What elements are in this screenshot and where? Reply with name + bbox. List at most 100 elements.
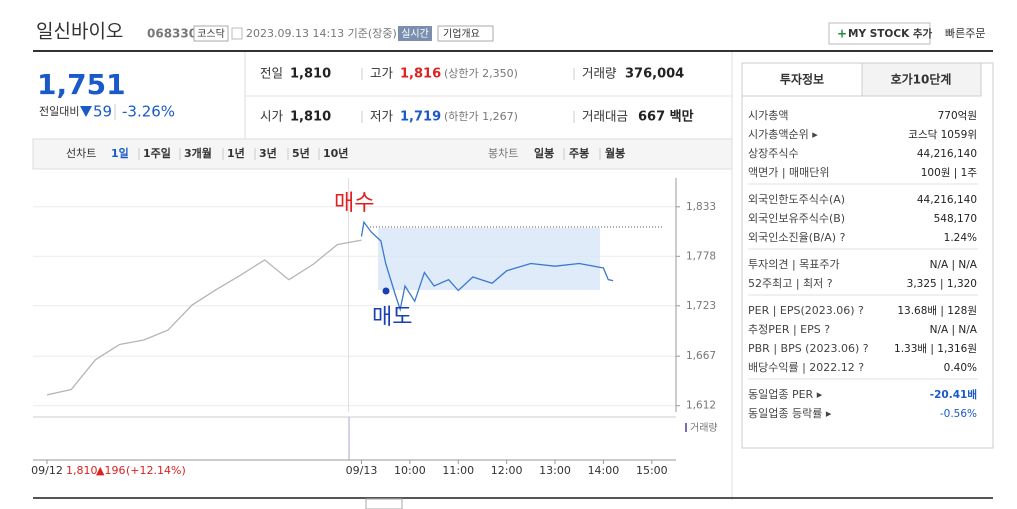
- info-panel: [741, 62, 994, 449]
- info-value: 13.68배 | 128원: [897, 305, 977, 317]
- chart: 1,833 1,778 1,723 1,667 1,612 09/12 09/13 10:00…: [31, 178, 716, 477]
- candle-tab[interactable]: 일봉: [534, 146, 554, 160]
- info-label: 추정PER | EPS ?: [748, 323, 830, 336]
- summary-label: 거래대금: [582, 109, 628, 124]
- my-stock[interactable]: MY STOCK 추가: [848, 27, 933, 40]
- info-label: 시가총액: [748, 109, 788, 122]
- collapse-button[interactable]: [365, 498, 403, 509]
- calendar-icon: [231, 27, 243, 40]
- highlight: [378, 228, 600, 290]
- annotation-sell: 매도: [372, 305, 412, 330]
- info-label: PER | EPS(2023.06) ?: [748, 304, 864, 317]
- info-value: 548,170: [934, 213, 977, 225]
- period-tab[interactable]: 1주일: [143, 146, 171, 160]
- price-line: [360, 220, 614, 312]
- info-value: 44,216,140: [917, 148, 977, 160]
- price-line: [46, 239, 362, 396]
- info-tab-label[interactable]: 투자정보: [780, 72, 824, 87]
- info-tab-label[interactable]: 호가10단계: [891, 72, 952, 87]
- datetime: 2023.09.13 14:13 기준(장중): [246, 27, 397, 40]
- volume-legend-icon: [685, 423, 687, 432]
- volume-label: 거래량: [690, 422, 718, 434]
- annotation-buy: 매수: [334, 191, 374, 216]
- change-pct: -3.26%: [122, 103, 175, 121]
- change: 59: [93, 103, 112, 121]
- x-tick-label: 11:00: [442, 464, 474, 477]
- summary-label: 저가: [370, 109, 394, 124]
- x-tick-label: 10:00: [394, 464, 426, 477]
- info-value: 1.24%: [944, 232, 977, 244]
- info-value: 코스닥 1059위: [908, 128, 977, 141]
- info-label: 시가총액순위 ▸: [748, 128, 818, 141]
- x-tick-label: 14:00: [588, 464, 620, 477]
- info-label: 액면가 | 매매단위: [748, 166, 830, 179]
- summary-label: 거래량: [582, 66, 617, 81]
- market: 코스닥: [197, 28, 225, 40]
- info-value: 1.33배 | 1,316원: [894, 343, 977, 355]
- info-value: 100원 | 1주: [921, 167, 978, 179]
- info-label: 투자의견 | 목표주가: [748, 258, 840, 271]
- info-value: 44,216,140: [917, 194, 977, 206]
- prev-price: 1,810: [66, 464, 98, 477]
- summary-value: 376,004: [625, 67, 684, 82]
- summary-label: 고가: [370, 66, 394, 81]
- prev-change: ▲196: [96, 464, 125, 477]
- info-label: 외국인소진율(B/A) ?: [748, 231, 846, 244]
- tab-line[interactable]: 선차트: [66, 147, 96, 160]
- candle-tab[interactable]: 월봉: [605, 146, 625, 160]
- prev-change-pct: (+12.14%): [126, 464, 186, 477]
- period-tab[interactable]: 5년: [292, 146, 310, 160]
- info-value: -20.41배: [930, 388, 977, 401]
- info-value: N/A | N/A: [930, 324, 978, 336]
- info-value: 3,325 | 1,320: [907, 278, 977, 290]
- info-value: N/A | N/A: [930, 259, 978, 271]
- info-label: 동일업종 PER ▸: [748, 387, 823, 401]
- stock-code: 068330: [147, 27, 197, 41]
- realtime-badge[interactable]: [398, 26, 432, 41]
- x-tick-label: 12:00: [491, 464, 523, 477]
- period-tab[interactable]: 1년: [227, 146, 245, 160]
- my-stock-button[interactable]: [828, 22, 931, 45]
- info-label: 배당수익률 | 2022.12 ?: [748, 361, 864, 374]
- y-tick-label: 1,833: [686, 201, 716, 213]
- summary-label: 전일: [260, 66, 283, 81]
- plus-icon: +: [837, 27, 847, 41]
- summary-value: 1,810: [290, 67, 331, 82]
- stock-name: 일신바이오: [36, 21, 123, 43]
- overview-button[interactable]: [437, 25, 494, 42]
- info-tab[interactable]: [741, 62, 863, 97]
- x-tick-label: 15:00: [636, 464, 668, 477]
- summary-value: 667 백만: [638, 109, 694, 125]
- y-tick-label: 1,778: [686, 250, 716, 262]
- x-tick-label: 13:00: [539, 464, 571, 477]
- candle-tab[interactable]: 주봉: [569, 147, 589, 160]
- info-tab[interactable]: [861, 62, 982, 97]
- period-tab[interactable]: 3년: [259, 146, 277, 160]
- summary: 전일 1,810 고가 1,816 (상한가 2,350) 거래량 376,004 시가 1,8…: [260, 66, 694, 125]
- period-tab[interactable]: 3개월: [184, 146, 212, 160]
- y-tick-label: 1,612: [686, 400, 716, 412]
- y-tick-label: 1,723: [686, 300, 716, 312]
- period-tab[interactable]: 10년: [323, 146, 348, 160]
- overview[interactable]: 기업개요: [443, 27, 480, 40]
- info-value: -0.56%: [940, 408, 977, 420]
- current-price: 1,751: [37, 68, 126, 101]
- tabs: 선차트 1일 1주일 3개월 1년 3년 5년 10년 봉차트 일봉 주봉 월봉: [66, 146, 625, 160]
- summary-note: (상한가 2,350): [444, 67, 518, 80]
- summary-value: 1,719: [400, 110, 441, 125]
- realtime[interactable]: 실시간: [401, 28, 429, 40]
- down-icon: [80, 106, 92, 117]
- summary-label: 시가: [260, 109, 284, 124]
- info-label: 동일업종 등락률 ▸: [748, 406, 832, 420]
- summary-note: (하한가 1,267): [444, 109, 518, 123]
- info-value: 0.40%: [944, 362, 977, 374]
- y-tick-label: 1,667: [686, 350, 716, 362]
- info-label: 상장주식수: [748, 147, 799, 160]
- period-tab[interactable]: 1일: [111, 146, 129, 160]
- quick-order[interactable]: 빠른주문: [945, 27, 985, 40]
- tab-candle[interactable]: 봉차트: [488, 147, 518, 160]
- x-tick-label: 09/13: [346, 464, 378, 477]
- info-value: 770억원: [938, 110, 977, 122]
- sell-marker: [382, 287, 390, 295]
